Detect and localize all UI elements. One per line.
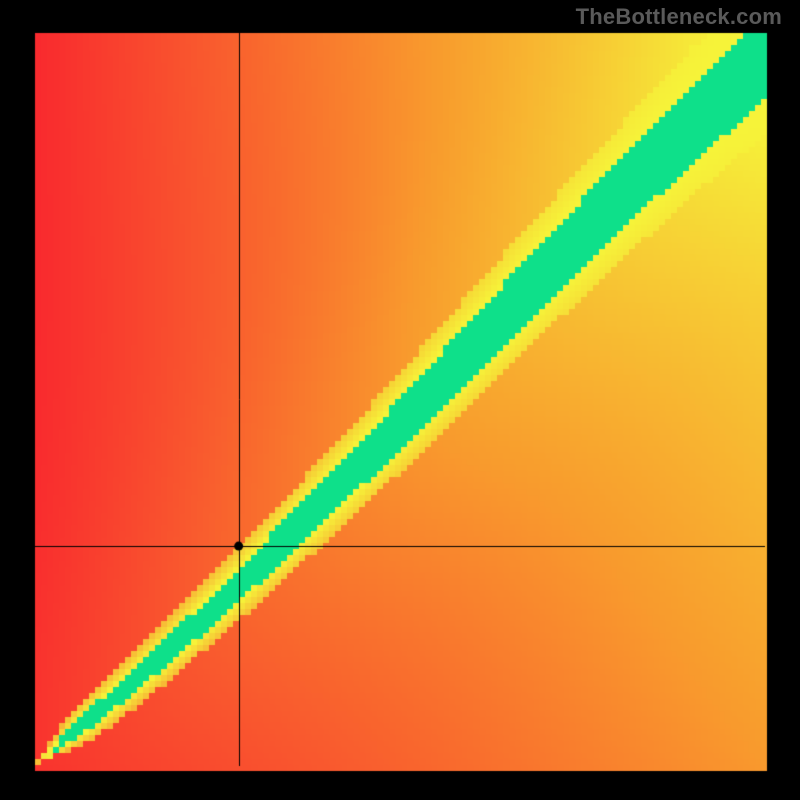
heatmap-canvas <box>0 0 800 800</box>
watermark-text: TheBottleneck.com <box>576 4 782 30</box>
